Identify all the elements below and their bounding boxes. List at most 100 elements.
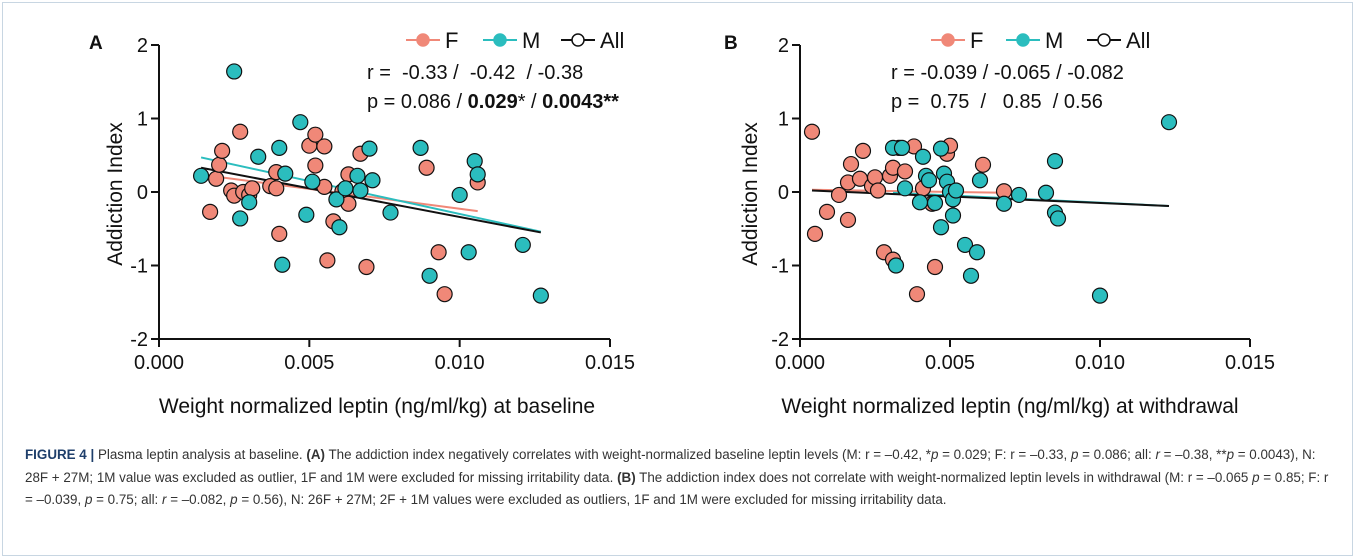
panel-b-point-m bbox=[1160, 114, 1178, 131]
panel-b-x-tick-label: 0.000 bbox=[775, 352, 825, 374]
caption-italic-p: p bbox=[1252, 469, 1260, 485]
panel-b-y-tick-label: -1 bbox=[771, 256, 789, 278]
panel-a-point-m bbox=[274, 256, 291, 273]
panel-a-tick-labels: -2 -1 0 1 2 0.000 0.005 0.010 0.015 bbox=[130, 35, 635, 374]
panel-b-y-tick-label: 2 bbox=[778, 35, 789, 57]
panel-a-x-tick-label: 0.015 bbox=[585, 352, 635, 374]
panel-a-point-f bbox=[214, 142, 231, 159]
panel-a-p-m: 0.029 bbox=[468, 91, 518, 113]
panel-a-point-f bbox=[307, 157, 324, 174]
caption-italic-r: r bbox=[162, 492, 167, 507]
panel-b-r-values: r = -0.039 / -0.065 / -0.082 bbox=[891, 62, 1124, 84]
panel-b-point-m bbox=[893, 139, 911, 156]
panel-b-legend-label-all: All bbox=[1126, 28, 1150, 53]
panel-b-point-m bbox=[1037, 184, 1055, 201]
panel-b-point-m bbox=[1049, 210, 1067, 227]
panel-a-point-f bbox=[307, 126, 324, 143]
panel-a-point-m bbox=[292, 114, 309, 131]
caption-text-9: = 0.75; all: bbox=[92, 492, 162, 507]
panel-b-point-f bbox=[908, 286, 926, 303]
panel-a-point-m bbox=[514, 236, 531, 254]
panel-a-point-m bbox=[328, 191, 345, 208]
panel-b-legend-label-m: M bbox=[1045, 28, 1063, 53]
panel-a-point-m bbox=[192, 167, 210, 184]
panel-b-point-m bbox=[920, 172, 938, 189]
panel-a-p-all: 0.0043 bbox=[542, 91, 603, 113]
panel-a-point-m bbox=[349, 167, 366, 184]
panel-b-point-m bbox=[962, 267, 980, 284]
panel-b-point-m bbox=[1046, 153, 1064, 170]
caption-text-11: = 0.56), N: 26F + 27M; 2F + 1M values we… bbox=[237, 492, 947, 507]
panel-a-fit-all bbox=[200, 166, 542, 234]
panel-b-point-f bbox=[842, 155, 860, 173]
panel-b-letter: B bbox=[724, 33, 738, 54]
panel-a-point-m bbox=[298, 206, 315, 223]
panel-a-legend-label-m: M bbox=[522, 28, 540, 53]
panel-a-y-tick-label: 0 bbox=[137, 182, 148, 204]
panel-a-legend: F M All bbox=[406, 28, 624, 53]
panel-b-point-f bbox=[866, 169, 884, 186]
panel-a-point-f bbox=[418, 159, 435, 176]
panel-a-point-m bbox=[364, 172, 381, 189]
panel-a-point-m bbox=[241, 194, 258, 211]
panel-b-y-tick-label: -2 bbox=[771, 329, 789, 351]
panel-b-point-m bbox=[932, 140, 950, 157]
panel-b-point-m bbox=[914, 148, 932, 165]
panel-b-points bbox=[803, 114, 1178, 304]
panel-b-point-m bbox=[1010, 186, 1028, 204]
figure-caption: FIGURE 4 | Plasma leptin analysis at bas… bbox=[25, 444, 1335, 512]
panel-a-p-prefix: p = 0.086 / bbox=[367, 91, 468, 113]
panel-b-point-m bbox=[971, 172, 989, 189]
panel-a-point-f bbox=[268, 180, 285, 197]
panel-a-letter: A bbox=[89, 33, 103, 54]
caption-text-4: = 0.086; all: bbox=[1078, 447, 1156, 462]
caption-label: FIGURE 4 | bbox=[25, 447, 95, 462]
panel-a-point-f bbox=[436, 286, 453, 303]
panel-a-points bbox=[192, 63, 549, 304]
caption-italic-p: p bbox=[1070, 447, 1079, 462]
panel-a-y-tick-label: -2 bbox=[130, 329, 148, 351]
panel-b-legend-label-f: F bbox=[970, 28, 983, 53]
panel-a-point-f bbox=[211, 156, 228, 173]
panel-a-point-m bbox=[337, 180, 354, 197]
panel-a-point-f bbox=[316, 138, 333, 155]
panel-a-point-f bbox=[430, 244, 447, 261]
panel-a-point-m bbox=[331, 219, 348, 236]
panel-b-point-m bbox=[911, 194, 929, 211]
panel-a-point-m bbox=[466, 153, 483, 170]
panel-a-y-tick-label: 1 bbox=[137, 109, 148, 131]
panel-a-point-m bbox=[421, 267, 438, 284]
caption-text-10: = –0.082, bbox=[166, 492, 231, 507]
panel-a-point-m bbox=[352, 182, 369, 199]
panel-b-point-m bbox=[944, 207, 962, 224]
caption-panel-a-ref: (A) bbox=[306, 447, 325, 462]
panel-b-legend: F M All bbox=[931, 28, 1150, 53]
panel-a-point-f bbox=[244, 180, 261, 197]
panel-b-axes bbox=[792, 44, 1251, 347]
panel-a-point-m bbox=[304, 173, 321, 190]
panel-b-legend-marker-m bbox=[1016, 33, 1030, 47]
panel-a-legend-label-f: F bbox=[445, 28, 458, 53]
panel-a-point-m bbox=[460, 244, 477, 261]
panel-a-p-m-star: * bbox=[518, 91, 526, 113]
panel-a-fit-m bbox=[200, 156, 542, 233]
panel-a-point-m bbox=[226, 63, 243, 80]
panel-a-x-tick-label: 0.005 bbox=[284, 352, 334, 374]
caption-text-1: Plasma leptin analysis at baseline. bbox=[94, 447, 307, 462]
panel-a-axes bbox=[151, 44, 611, 347]
panel-a-legend-marker-m bbox=[493, 33, 507, 47]
panel-b-point-m bbox=[926, 194, 944, 212]
panel-a-r-values: r = -0.33 / -0.42 / -0.38 bbox=[367, 62, 583, 84]
panel-a-point-f bbox=[319, 252, 336, 269]
panel-a-y-tick-label: -1 bbox=[130, 256, 148, 278]
panel-a-point-m bbox=[382, 204, 399, 221]
panel-b-point-m bbox=[956, 236, 974, 254]
panel-b-point-m bbox=[887, 257, 905, 274]
panel-b-point-m bbox=[947, 182, 965, 199]
panel-a-y-axis-label: Addiction Index bbox=[104, 122, 127, 266]
panel-b-p-values: p = 0.75 / 0.85 / 0.56 bbox=[891, 91, 1103, 113]
panel-a-point-f bbox=[208, 170, 225, 187]
panel-b-point-m bbox=[968, 244, 986, 261]
caption-text-7: The addiction index does not correlate w… bbox=[635, 469, 1253, 485]
